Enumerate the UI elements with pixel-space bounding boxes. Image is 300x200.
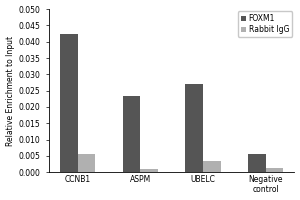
Bar [266,168,283,172]
Bar [203,161,220,172]
Bar [140,169,158,172]
Bar [185,84,203,172]
Bar [123,96,140,172]
Legend: FOXM1, Rabbit IgG: FOXM1, Rabbit IgG [238,11,292,37]
Bar [60,34,78,172]
Y-axis label: Relative Enrichment to Input: Relative Enrichment to Input [6,36,15,146]
Bar [248,154,266,172]
Bar [78,154,95,172]
